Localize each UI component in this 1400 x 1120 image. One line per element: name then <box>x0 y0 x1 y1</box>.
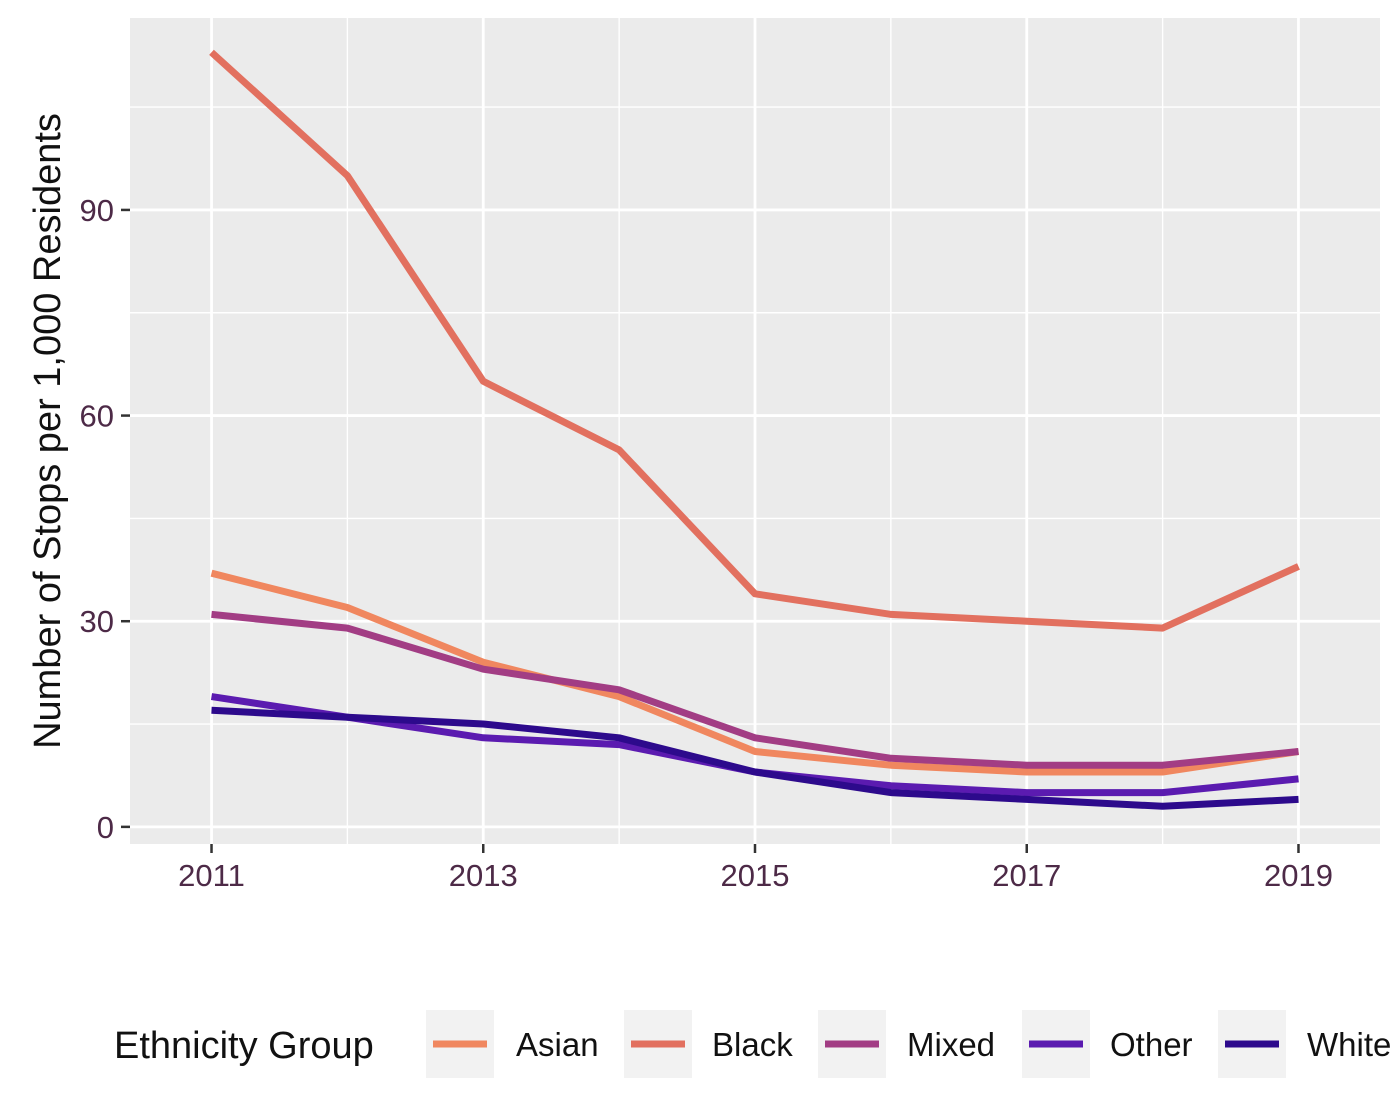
series-line-white <box>211 706 1299 810</box>
legend-label-other: Other <box>1110 1026 1193 1063</box>
legend-label-asian: Asian <box>516 1026 599 1063</box>
legend-label-white: White <box>1307 1026 1391 1063</box>
legend-title: Ethnicity Group <box>114 1025 374 1067</box>
x-tick-label: 2017 <box>992 858 1061 893</box>
y-tick-label: 30 <box>80 604 114 639</box>
legend-label-mixed: Mixed <box>907 1026 995 1063</box>
y-tick-label: 0 <box>97 810 114 845</box>
series-line-mixed <box>211 610 1299 769</box>
x-tick-label: 2019 <box>1264 858 1333 893</box>
x-axis-ticks: 2011 2013 2015 2017 2019 <box>178 844 1333 893</box>
series-line-black <box>209 49 1300 632</box>
x-tick-label: 2013 <box>449 858 518 893</box>
series-lines <box>209 49 1300 810</box>
y-tick-label: 60 <box>80 399 114 434</box>
y-axis-ticks: 0 30 60 90 <box>80 193 130 845</box>
y-tick-label: 90 <box>80 193 114 228</box>
legend-label-black: Black <box>712 1026 793 1063</box>
y-axis-title: Number of Stops per 1,000 Residents <box>27 113 69 749</box>
x-tick-label: 2015 <box>721 858 790 893</box>
legend: Ethnicity Group Asian Black Mixed Other Whit… <box>114 1010 1391 1078</box>
x-tick-label: 2011 <box>178 858 245 893</box>
series-line-asian <box>210 569 1300 776</box>
